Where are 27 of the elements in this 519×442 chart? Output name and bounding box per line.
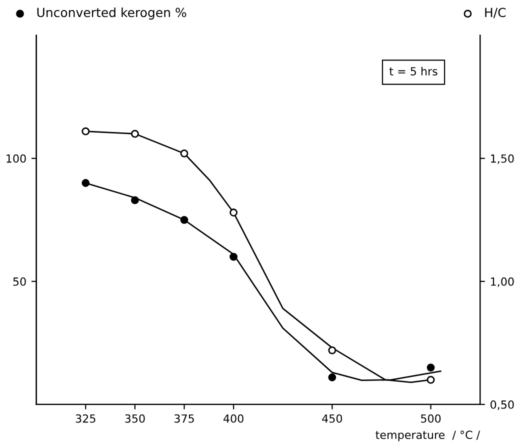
legend-label: H/C <box>485 8 506 18</box>
point <box>230 252 238 261</box>
y-tick-label: 50 <box>13 277 26 286</box>
legend-label: Unconverted kerogen % <box>37 8 186 20</box>
x-tick-label: 500 <box>421 414 441 423</box>
point <box>82 127 90 136</box>
point <box>130 130 139 138</box>
x-tick-label: 350 <box>125 414 145 423</box>
y2-tick-label: 0,50 <box>490 400 514 410</box>
point <box>130 196 139 204</box>
x-tick-label: 325 <box>76 414 96 423</box>
point <box>230 208 238 216</box>
point <box>426 364 435 372</box>
point <box>180 150 188 158</box>
point <box>180 216 188 224</box>
y-tick-label: 100 <box>6 154 26 163</box>
point <box>328 373 336 382</box>
point <box>82 179 90 187</box>
x-tick-label: 375 <box>174 414 194 423</box>
annotation: t = 5 hrs <box>389 66 438 76</box>
point <box>328 346 336 354</box>
point <box>426 376 435 384</box>
y2-tick-label: 1,50 <box>491 154 514 164</box>
x-tick-label: 450 <box>322 414 342 423</box>
y2-tick-label: 1,00 <box>491 277 514 287</box>
x-tick-label: 400 <box>223 414 244 423</box>
x-axis-title: temperature / °C / <box>376 430 480 442</box>
